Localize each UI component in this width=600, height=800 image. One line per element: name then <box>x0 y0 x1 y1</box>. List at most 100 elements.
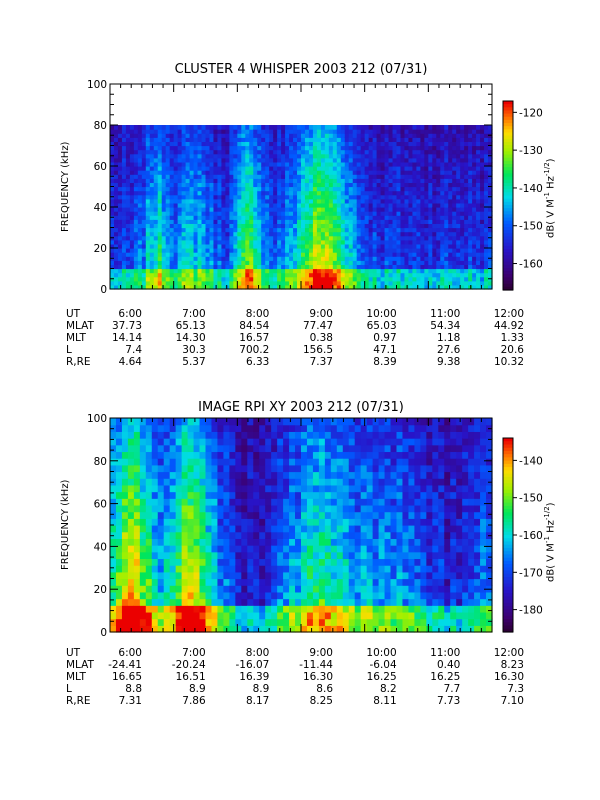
heatmap-cell <box>161 137 167 142</box>
heatmap-cell <box>324 276 330 282</box>
heatmap-cell <box>316 215 322 220</box>
heatmap-cell <box>221 194 226 200</box>
heatmap-cell <box>151 538 159 546</box>
heatmap-cell <box>127 525 135 533</box>
heatmap-cell <box>181 145 187 151</box>
heatmap-cell <box>113 174 119 179</box>
heatmap-cell <box>273 211 278 216</box>
heatmap-cell <box>181 166 187 171</box>
heatmap-cell <box>328 170 334 175</box>
heatmap-cell <box>181 484 189 493</box>
heatmap-cell <box>165 231 171 237</box>
heatmap-cell <box>247 578 254 586</box>
heatmap-cell <box>153 280 159 286</box>
heatmap-cell <box>125 153 131 159</box>
heatmap-cell <box>197 153 203 159</box>
heatmap-cell <box>133 598 141 606</box>
heatmap-cell <box>265 418 272 426</box>
heatmap-cell <box>177 170 183 175</box>
heatmap-cell <box>285 153 290 159</box>
heatmap-cell <box>217 133 223 138</box>
heatmap-cell <box>285 272 290 278</box>
heatmap-cell <box>129 223 135 229</box>
heatmap-cell <box>125 149 131 155</box>
heatmap-cell <box>145 551 153 560</box>
heatmap-cell <box>177 194 183 200</box>
heatmap-cell <box>169 511 177 519</box>
heatmap-cell <box>332 227 338 233</box>
heatmap-cell <box>209 198 215 204</box>
heatmap-cell <box>115 598 123 606</box>
heatmap-cell <box>205 198 211 204</box>
heatmap-cell <box>149 166 155 171</box>
heatmap-cell <box>125 129 131 134</box>
heatmap-cell <box>372 235 378 241</box>
heatmap-cell <box>265 272 270 278</box>
heatmap-cell <box>301 137 306 142</box>
heatmap-cell <box>320 260 326 265</box>
heatmap-cell <box>145 511 153 519</box>
heatmap-cell <box>189 264 195 270</box>
heatmap-cell <box>163 551 171 560</box>
heatmap-cell <box>217 153 223 159</box>
heatmap-cell <box>336 239 342 245</box>
heatmap-cell <box>117 211 123 216</box>
heatmap-cell <box>185 215 191 220</box>
heatmap-cell <box>217 141 223 147</box>
heatmap-cell <box>113 223 119 229</box>
heatmap-cell <box>253 161 258 167</box>
heatmap-cell <box>281 256 286 261</box>
heatmap-cell <box>261 166 266 171</box>
heatmap-cell <box>127 504 135 513</box>
heatmap-cell <box>340 207 346 212</box>
heatmap-cell <box>197 235 203 241</box>
heatmap-cell <box>285 174 290 179</box>
heatmap-cell <box>169 591 177 600</box>
heatmap-cell <box>233 231 238 237</box>
heatmap-cell <box>145 243 151 249</box>
heatmap-cell <box>332 260 338 265</box>
heatmap-cell <box>320 215 326 220</box>
heatmap-cell <box>221 125 226 130</box>
heatmap-cell <box>157 504 165 513</box>
heatmap-cell <box>197 272 203 278</box>
heatmap-cell <box>277 280 282 286</box>
heatmap-cell <box>332 231 338 237</box>
heatmap-cell <box>285 223 290 229</box>
heatmap-cell <box>237 149 242 155</box>
heatmap-cell <box>316 125 322 130</box>
heatmap-cell <box>328 186 334 192</box>
heatmap-cell <box>332 235 338 241</box>
heatmap-cell <box>316 157 322 163</box>
heatmap-cell <box>253 231 258 237</box>
heatmap-cell <box>189 182 195 188</box>
heatmap-cell <box>229 166 234 171</box>
heatmap-cell <box>332 202 338 208</box>
heatmap-cell <box>289 161 294 167</box>
heatmap-cell <box>169 141 175 147</box>
heatmap-cell <box>285 284 290 290</box>
heatmap-cell <box>157 280 163 286</box>
heatmap-cell <box>169 418 177 426</box>
heatmap-cell <box>297 194 302 200</box>
heatmap-cell <box>257 280 262 286</box>
heatmap-cell <box>169 491 177 499</box>
heatmap-cell <box>213 223 219 229</box>
heatmap-cell <box>304 178 310 183</box>
heatmap-cell <box>372 174 378 179</box>
heatmap-cell <box>117 133 123 138</box>
heatmap-cell <box>364 256 370 261</box>
heatmap-cell <box>265 598 272 606</box>
heatmap-cell <box>193 565 201 573</box>
heatmap-cell <box>269 141 274 147</box>
heatmap-cell <box>149 207 155 212</box>
heatmap-cell <box>320 268 326 274</box>
heatmap-cell <box>121 166 127 171</box>
heatmap-cell <box>352 235 358 241</box>
heatmap-cell <box>324 174 330 179</box>
heatmap-cell <box>157 565 165 573</box>
heatmap-cell <box>110 166 115 171</box>
heatmap-cell <box>233 166 238 171</box>
heatmap-cell <box>127 551 135 560</box>
